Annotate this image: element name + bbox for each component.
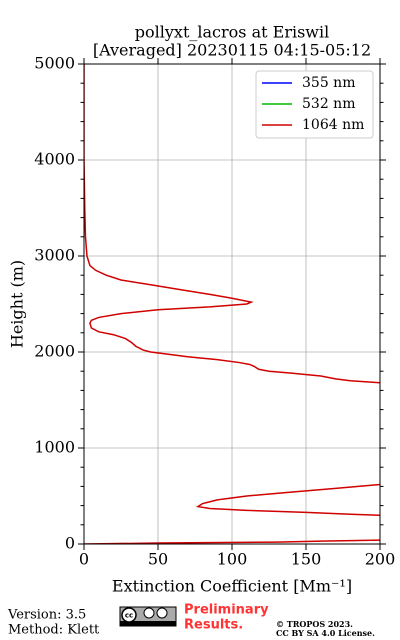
y-tick-label: 1000 — [34, 438, 75, 457]
y-tick-label: 5000 — [34, 54, 75, 73]
plot-area — [84, 64, 380, 544]
legend-box — [255, 70, 374, 139]
y-axis-label: Height (m) — [8, 260, 27, 348]
copyright: © TROPOS 2023. — [276, 619, 353, 629]
legend-label: 532 nm — [302, 96, 355, 112]
x-tick-label: 100 — [217, 550, 248, 569]
method: Method: Klett — [8, 623, 100, 638]
profile-line — [195, 483, 380, 516]
plot-frame — [83, 63, 381, 545]
y-tick-label: 4000 — [34, 150, 75, 169]
legend-label: 355 nm — [302, 75, 355, 91]
x-tick-label: 200 — [365, 550, 396, 569]
profile-line — [84, 539, 380, 544]
cc-logo: cc — [119, 606, 177, 627]
x-axis-label: Extinction Coefficient [Mm⁻¹] — [112, 577, 352, 596]
notice: Results. — [184, 618, 243, 633]
x-tick-label: 0 — [79, 550, 89, 569]
chart-title: pollyxt_lacros at Eriswil — [135, 23, 329, 42]
y-tick-label: 0 — [65, 534, 75, 553]
notice: Preliminary — [184, 603, 269, 618]
y-tick-label: 3000 — [34, 246, 75, 265]
svg-text:cc: cc — [125, 612, 133, 620]
chart-subtitle: [Averaged] 20230115 04:15-05:12 — [93, 41, 371, 60]
version: Version: 3.5 — [7, 608, 86, 623]
legend-label: 1064 nm — [302, 117, 364, 133]
y-tick-label: 2000 — [34, 342, 75, 361]
x-tick-label: 50 — [148, 550, 168, 569]
profile-line — [84, 64, 380, 384]
x-tick-label: 150 — [291, 550, 322, 569]
copyright: CC BY SA 4.0 License. — [276, 628, 375, 638]
